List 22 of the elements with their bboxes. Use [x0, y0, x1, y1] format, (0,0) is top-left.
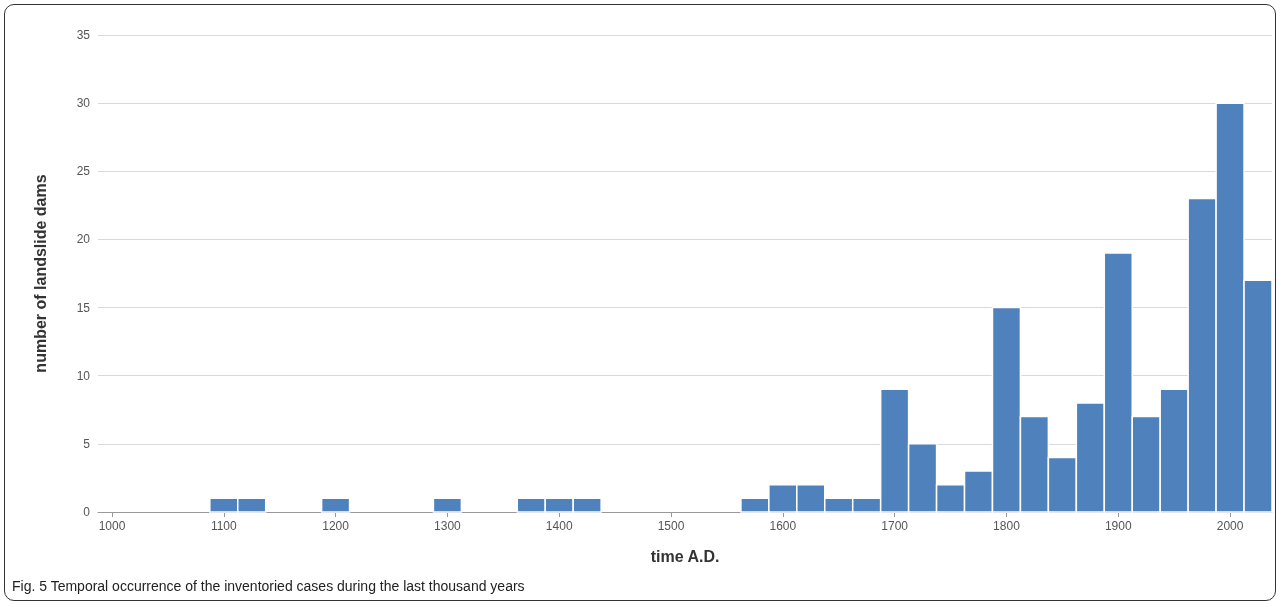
- y-tick-label: 20: [76, 232, 91, 247]
- x-tick-label: 1800: [993, 519, 1021, 533]
- x-tick-label: 1700: [881, 519, 909, 533]
- x-axis-title: time A.D.: [650, 547, 720, 565]
- y-tick-label: 0: [83, 505, 91, 519]
- x-tick-label: 1900: [1104, 519, 1132, 533]
- x-tick-label: 1500: [657, 519, 685, 533]
- y-axis-title: number of landslide dams: [31, 174, 49, 373]
- x-tick-label: 1200: [322, 519, 350, 533]
- x-tick-label: 1100: [210, 519, 238, 533]
- y-tick-label: 10: [76, 368, 91, 383]
- x-tick-label: 1000: [98, 519, 126, 533]
- y-tick-label: 35: [76, 28, 91, 42]
- x-tick-label: 2000: [1216, 519, 1244, 533]
- x-tick-label: 1400: [545, 519, 573, 533]
- y-tick-label: 5: [83, 436, 91, 451]
- x-tick-label: 1600: [769, 519, 797, 533]
- y-tick-label: 30: [76, 96, 91, 111]
- caption: Fig. 5 Temporal occurrence of the inventoried cases during the last thousand years: [12, 578, 525, 594]
- x-tick-label: 1300: [434, 519, 462, 533]
- y-tick-label: 15: [76, 300, 91, 315]
- y-tick-label: 25: [76, 164, 91, 179]
